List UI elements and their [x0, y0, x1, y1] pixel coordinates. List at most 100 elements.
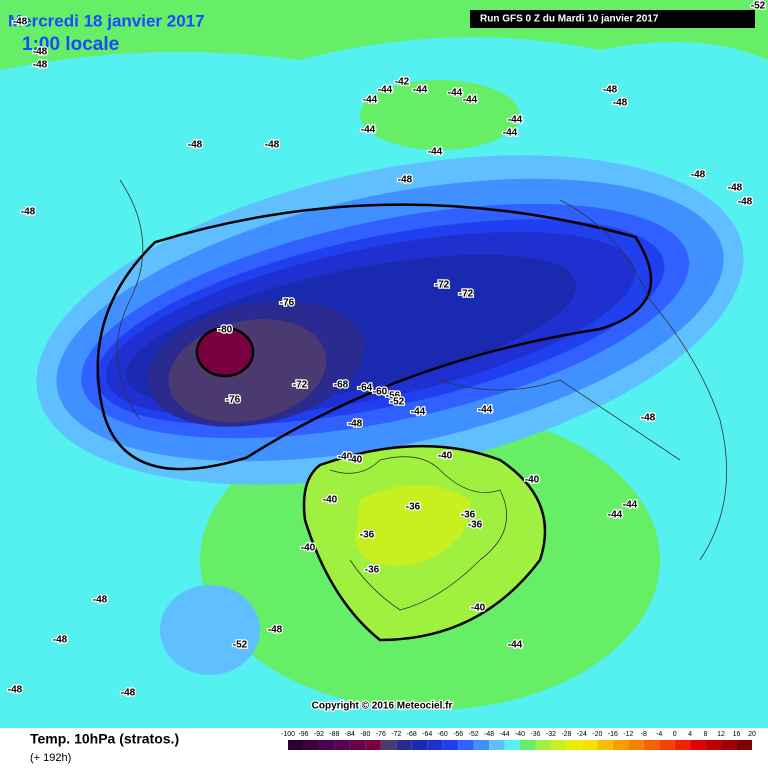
legend-label: -80 [360, 731, 370, 738]
run-info: Run GFS 0 Z du Mardi 10 janvier 2017 [480, 14, 659, 25]
legend-label: -44 [499, 731, 509, 738]
contour-label: -48 [265, 140, 280, 151]
legend-label: -100 [281, 731, 295, 738]
contour-label: -44 [428, 147, 443, 158]
footer-title: Temp. 10hPa (stratos.) [30, 731, 179, 747]
contour-label: -48 [738, 197, 753, 208]
contour-label: -36 [406, 502, 421, 513]
contour-label: -48 [53, 635, 68, 646]
contour-label: -48 [8, 685, 23, 696]
legend-label: 12 [717, 731, 725, 738]
contour-label: -64 [358, 383, 373, 394]
contour-label: -52 [390, 397, 405, 408]
contour-label: -48 [93, 595, 108, 606]
legend-label: -64 [422, 731, 432, 738]
vortex-core [195, 326, 255, 378]
contour-label: -44 [378, 85, 393, 96]
contour-label: -36 [461, 510, 476, 521]
legend-swatch [288, 740, 304, 750]
legend-swatch [365, 740, 381, 750]
contour-label: -52 [751, 1, 766, 12]
legend-label: -56 [453, 731, 463, 738]
contour-label: -40 [338, 452, 353, 463]
legend-swatch [736, 740, 752, 750]
contour-label: -40 [471, 603, 486, 614]
legend-label: 0 [673, 731, 677, 738]
legend-label: 8 [704, 731, 708, 738]
contour-label: -44 [463, 95, 478, 106]
legend-label: -4 [656, 731, 662, 738]
legend-swatch [303, 740, 319, 750]
legend-label: -68 [407, 731, 417, 738]
legend-swatch [442, 740, 459, 750]
legend-label: -8 [641, 731, 647, 738]
legend-label: -92 [314, 731, 324, 738]
contour-label: -42 [395, 77, 410, 88]
contour-label: -44 [363, 95, 378, 106]
contour-label: -48 [348, 419, 363, 430]
contour-label: -48 [268, 625, 283, 636]
legend-swatch [411, 740, 428, 750]
legend-swatch [674, 740, 691, 750]
contour-label: -48 [13, 17, 28, 28]
contour-label: -48 [21, 207, 36, 218]
legend-label: -84 [345, 731, 355, 738]
legend-label: -96 [298, 731, 308, 738]
legend-swatch [380, 740, 397, 750]
contour-label: -48 [691, 170, 706, 181]
legend-label: -88 [329, 731, 339, 738]
field-band [160, 585, 260, 675]
contour-label: -72 [293, 380, 308, 391]
legend-swatch [489, 740, 505, 750]
contour-label: -44 [411, 407, 426, 418]
contour-label: -48 [398, 175, 413, 186]
contour-label: -44 [623, 500, 638, 511]
field-band [360, 80, 520, 150]
legend-swatch [473, 740, 490, 750]
contour-label: -44 [508, 640, 523, 651]
time: 1:00 locale [22, 34, 119, 55]
contour-label: -40 [301, 543, 316, 554]
contour-label: -36 [365, 565, 380, 576]
contour-label: -40 [525, 475, 540, 486]
field-band [355, 485, 470, 566]
contour-label: -40 [438, 451, 453, 462]
contour-label: -48 [613, 98, 628, 109]
legend-swatch [690, 740, 706, 750]
lead-time: (+ 192h) [30, 752, 71, 764]
legend-swatch [566, 740, 582, 750]
legend-swatch [597, 740, 613, 750]
legend-label: -48 [484, 731, 494, 738]
contour-label: -56 [386, 391, 401, 402]
legend-swatch [721, 740, 737, 750]
legend-label: 4 [688, 731, 692, 738]
legend-label: 20 [748, 731, 756, 738]
legend-label: -12 [623, 731, 633, 738]
legend-swatch [535, 740, 551, 750]
legend-label: -36 [530, 731, 540, 738]
contour-label: -44 [508, 115, 523, 126]
legend-label: -76 [376, 731, 386, 738]
legend-label: -32 [546, 731, 556, 738]
legend-swatch [334, 740, 350, 750]
run-box [470, 10, 755, 28]
legend-label: -52 [469, 731, 479, 738]
legend-swatch [520, 740, 536, 750]
contour-label: -48 [188, 140, 203, 151]
copyright: Copyright © 2016 Meteociel.fr [312, 701, 453, 712]
contour-label: -48 [728, 183, 743, 194]
legend-label: -20 [592, 731, 602, 738]
legend-swatch [396, 740, 412, 750]
legend-label: 16 [733, 731, 741, 738]
contour-label: -36 [360, 530, 375, 541]
contour-label: -48 [641, 413, 656, 424]
contour-label: -48 [121, 688, 136, 699]
contour-label: -72 [459, 289, 474, 300]
legend-swatch [349, 740, 366, 750]
contour-label: -60 [373, 387, 388, 398]
legend-swatch [504, 740, 520, 750]
contour-label: -76 [226, 395, 241, 406]
contour-label: -44 [478, 405, 493, 416]
contour-label: -52 [233, 640, 248, 651]
